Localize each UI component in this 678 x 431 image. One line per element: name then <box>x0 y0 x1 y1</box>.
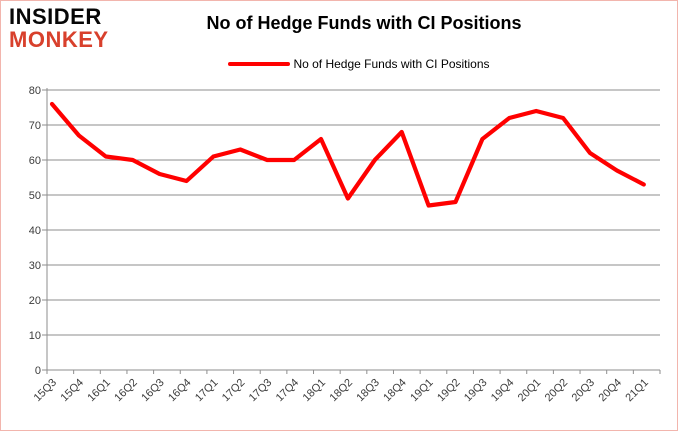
x-axis-label: 19Q3 <box>462 377 490 405</box>
logo-insider-text: INSIDER <box>9 4 102 29</box>
y-axis-label: 20 <box>29 295 41 307</box>
y-axis-label: 40 <box>29 225 41 237</box>
x-axis-label: 20Q3 <box>570 377 598 405</box>
x-axis-label: 15Q4 <box>58 377 86 405</box>
y-axis-label: 10 <box>29 330 41 342</box>
chart-title: No of Hedge Funds with CI Positions <box>206 13 522 33</box>
insider-monkey-logo: INSIDER MONKEY <box>9 6 109 51</box>
legend-line-swatch <box>228 62 291 66</box>
x-axis-label: 17Q1 <box>193 377 221 405</box>
x-axis-label: 19Q4 <box>489 377 517 405</box>
x-axis-label: 21Q1 <box>623 377 651 405</box>
y-axis-label: 50 <box>29 190 41 202</box>
y-axis-label: 30 <box>29 260 41 272</box>
chart-legend: No of Hedge Funds with CI Positions <box>40 57 678 71</box>
series-line <box>49 101 646 208</box>
y-axis-label: 60 <box>29 155 41 167</box>
x-axis-label: 18Q1 <box>301 377 329 405</box>
x-axis-label: 19Q1 <box>408 377 436 405</box>
x-axis-label: 18Q4 <box>381 377 409 405</box>
x-axis-label: 17Q4 <box>274 377 302 405</box>
x-axis-label: 16Q3 <box>139 377 167 405</box>
x-axis-label: 17Q3 <box>247 377 275 405</box>
x-axis-label: 17Q2 <box>220 377 248 405</box>
x-axis-label: 15Q3 <box>32 377 60 405</box>
y-axis-label: 80 <box>29 85 41 97</box>
x-axis-label: 18Q3 <box>354 377 382 405</box>
legend-label: No of Hedge Funds with CI Positions <box>293 57 490 71</box>
x-axis-label: 19Q2 <box>435 377 463 405</box>
y-axis-label: 0 <box>35 365 41 377</box>
logo-monkey-text: MONKEY <box>9 27 109 52</box>
x-axis-label: 16Q1 <box>85 377 113 405</box>
x-axis-label: 16Q2 <box>112 377 140 405</box>
x-axis-label: 18Q2 <box>327 377 355 405</box>
x-axis-label: 20Q2 <box>543 377 571 405</box>
x-axis-label: 16Q4 <box>166 377 194 405</box>
x-axis-label: 20Q4 <box>596 377 624 405</box>
x-axis-label: 20Q1 <box>516 377 544 405</box>
y-axis-label: 70 <box>29 120 41 132</box>
